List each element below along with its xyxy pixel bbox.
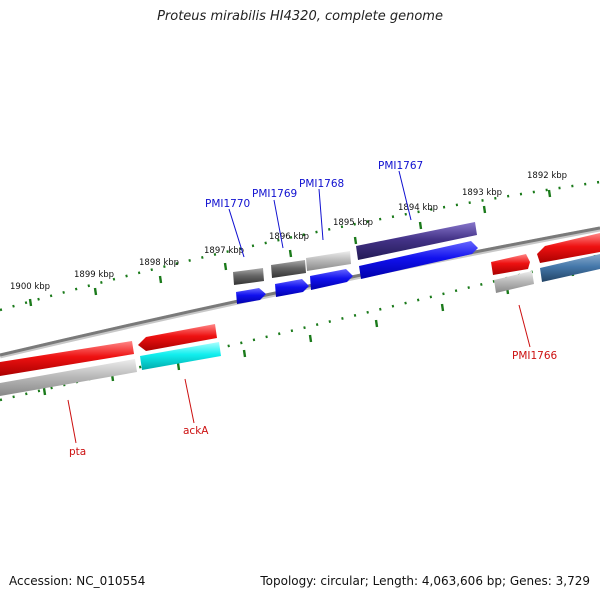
tick-1896	[288, 249, 293, 258]
inner-tick-d	[242, 349, 247, 358]
leader-pmi1768	[318, 188, 324, 241]
scale-label-1900: 1900 kbp	[10, 282, 50, 292]
feature-pmi1766-gene[interactable]	[491, 254, 530, 275]
scale-label-1895: 1895 kbp	[333, 218, 373, 228]
outer-major-ticks	[28, 189, 552, 307]
scale-label-1894: 1894 kbp	[398, 203, 438, 213]
feature-pmi1767-cog[interactable]	[356, 222, 477, 260]
label-pta[interactable]: pta	[69, 446, 86, 458]
feature-steel-cog-right[interactable]	[540, 254, 600, 282]
leader-pmi1770	[228, 208, 245, 258]
tick-1895	[353, 236, 358, 245]
inner-tick-f	[374, 319, 379, 328]
feature-acka-cog[interactable]	[140, 342, 221, 370]
tick-1900	[28, 298, 33, 307]
tick-1892	[547, 189, 552, 198]
label-pmi1767[interactable]: PMI1767	[378, 160, 423, 172]
feature-pta-cog[interactable]	[0, 359, 137, 396]
inner-tick-a	[42, 387, 47, 396]
scale-label-1899: 1899 kbp	[74, 270, 114, 280]
leader-acka	[184, 378, 195, 424]
label-acka[interactable]: ackA	[183, 425, 209, 437]
scale-label-1897: 1897 kbp	[204, 246, 244, 256]
feature-pmi1768-cog[interactable]	[306, 251, 351, 271]
feature-pmi1770-gene[interactable]	[236, 288, 266, 304]
tick-1898	[158, 275, 163, 284]
feature-red-gene-right[interactable]	[537, 233, 600, 263]
feature-pmi1769-cog[interactable]	[271, 260, 306, 278]
feature-acka-gene[interactable]	[138, 324, 217, 351]
label-pmi1768[interactable]: PMI1768	[299, 178, 344, 190]
feature-pmi1768-gene[interactable]	[310, 269, 353, 290]
label-leader-lines	[67, 170, 531, 444]
leader-pmi1767	[398, 170, 412, 221]
reverse-strand-features	[0, 324, 221, 396]
scale-label-1892: 1892 kbp	[527, 171, 567, 181]
inner-tick-g	[440, 303, 445, 312]
scale-label-1896: 1896 kbp	[269, 232, 309, 242]
leader-pmi1769	[273, 199, 284, 249]
scale-labels: 1900 kbp 1899 kbp 1898 kbp 1897 kbp 1896…	[10, 171, 567, 292]
gene-labels: PMI1770 PMI1769 PMI1768 PMI1767 PMI1766 …	[69, 160, 558, 458]
genome-summary-text: Topology: circular; Length: 4,063,606 bp…	[260, 574, 590, 588]
tick-1897	[223, 262, 228, 271]
label-pmi1769[interactable]: PMI1769	[252, 188, 297, 200]
inner-major-ticks	[42, 268, 575, 396]
blue-gene-arrows	[236, 241, 478, 304]
feature-pmi1770-cog[interactable]	[233, 268, 264, 285]
tick-1894	[418, 221, 423, 230]
label-pmi1766[interactable]: PMI1766	[512, 350, 558, 362]
inner-tick-c	[176, 362, 181, 371]
leader-pmi1766	[518, 304, 531, 348]
scale-label-1898: 1898 kbp	[139, 258, 179, 268]
feature-pta-gene[interactable]	[0, 341, 134, 376]
leader-pta	[67, 399, 77, 444]
inner-tick-e	[308, 334, 313, 343]
accession-text: Accession: NC_010554	[9, 574, 146, 588]
map-title: Proteus mirabilis HI4320, complete genom…	[157, 9, 443, 24]
scale-label-1893: 1893 kbp	[462, 188, 502, 198]
forward-strand-features	[233, 222, 600, 293]
label-pmi1770[interactable]: PMI1770	[205, 198, 250, 210]
feature-pmi1767-gene[interactable]	[359, 241, 478, 279]
tick-1899	[93, 287, 98, 296]
tick-1893	[482, 205, 487, 214]
feature-pmi1769-gene[interactable]	[275, 279, 309, 297]
feature-pmi1766-cog[interactable]	[494, 271, 534, 293]
